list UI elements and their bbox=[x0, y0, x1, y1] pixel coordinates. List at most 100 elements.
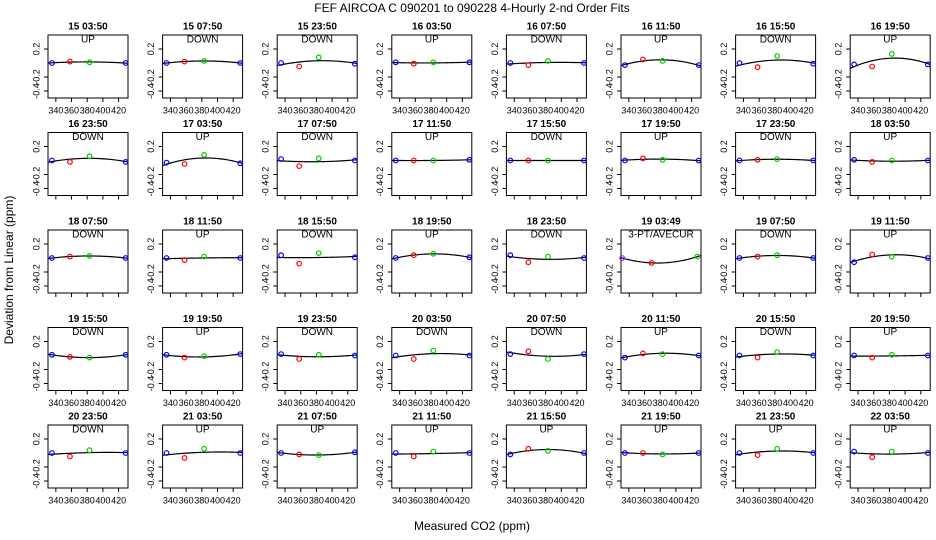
data-point bbox=[525, 259, 532, 266]
data-point bbox=[466, 254, 473, 261]
x-tick-label: 400 bbox=[95, 495, 110, 505]
x-tick-label: 420 bbox=[226, 105, 241, 115]
plot-frame bbox=[735, 424, 817, 489]
y-tick-label: -0.4 bbox=[375, 278, 385, 294]
data-point bbox=[545, 157, 551, 164]
data-point bbox=[640, 350, 646, 357]
y-tick-label: -0.4 bbox=[834, 473, 844, 489]
data-point bbox=[545, 448, 551, 454]
data-point bbox=[86, 252, 93, 259]
panel-label: DOWN bbox=[760, 230, 792, 241]
panel-label: UP bbox=[425, 425, 439, 436]
x-tick-label: 400 bbox=[783, 495, 798, 505]
panel: 17 19:50 UP -0.4-0.2 0.2 bbox=[604, 119, 702, 200]
y-tick-label: -0.4 bbox=[490, 83, 500, 99]
x-tick-label: 380 bbox=[653, 398, 668, 408]
data-point bbox=[49, 351, 55, 358]
panel: 16 07:50 DOWN 340 360 380 400 420 -0.4-0.2 0.2 bbox=[490, 22, 587, 115]
x-tick-label: 380 bbox=[424, 105, 439, 115]
panel-label: DOWN bbox=[416, 327, 448, 338]
panel-title: 16 07:50 bbox=[527, 22, 567, 33]
x-tick-label: 340 bbox=[507, 105, 522, 115]
x-tick-label: 340 bbox=[736, 495, 751, 505]
panel-title: 16 19:50 bbox=[870, 22, 910, 33]
x-tick-label: 360 bbox=[179, 495, 194, 505]
plot-frame bbox=[47, 34, 129, 99]
data-point bbox=[201, 353, 208, 360]
panel-label: UP bbox=[883, 230, 897, 241]
fit-curve bbox=[506, 255, 587, 260]
y-tick-label: -0.2 bbox=[719, 69, 729, 85]
data-point bbox=[67, 158, 73, 165]
data-point bbox=[507, 351, 514, 358]
x-tick-label: 420 bbox=[340, 105, 355, 115]
x-tick-label: 400 bbox=[95, 105, 110, 115]
data-point bbox=[851, 156, 858, 163]
fit-curve bbox=[47, 255, 129, 260]
x-tick-label: 340 bbox=[392, 105, 407, 115]
data-point bbox=[278, 60, 285, 66]
fit-curve bbox=[277, 451, 358, 456]
y-tick-label: -0.2 bbox=[146, 264, 156, 280]
panel: 20 11:50 UP 340 360 380 400 420 -0.4-0.2 0.2 bbox=[604, 314, 702, 408]
x-tick-label: 340 bbox=[163, 105, 178, 115]
plot-frame bbox=[505, 327, 587, 391]
panel-label: UP bbox=[196, 230, 210, 241]
x-tick-label: 340 bbox=[621, 105, 636, 115]
panel-title: 21 19:50 bbox=[641, 412, 681, 423]
data-point bbox=[622, 157, 628, 164]
data-point bbox=[315, 155, 322, 162]
y-tick-label: -0.4 bbox=[261, 83, 271, 99]
panel: 19 03:49 3-PT/AVECUR -0.4-0.2 0.2 bbox=[604, 217, 702, 297]
panel-title: 18 03:50 bbox=[870, 119, 910, 130]
y-tick-label: 0.2 bbox=[490, 335, 500, 348]
data-point bbox=[49, 255, 55, 261]
panel: 21 03:50 UP 340 360 380 400 420 -0.4-0.2 0.2 bbox=[146, 412, 244, 505]
x-tick-label: 400 bbox=[554, 105, 569, 115]
y-tick-label: 0.2 bbox=[261, 140, 271, 153]
panel-label: DOWN bbox=[531, 230, 563, 241]
x-tick-label: 420 bbox=[111, 105, 126, 115]
plot-frame bbox=[47, 327, 129, 391]
data-point bbox=[122, 351, 129, 358]
x-tick-label: 360 bbox=[64, 398, 79, 408]
y-tick-label: -0.2 bbox=[719, 459, 729, 475]
data-point bbox=[466, 352, 473, 359]
y-tick-label: 0.2 bbox=[604, 433, 614, 446]
x-tick-label: 420 bbox=[226, 495, 241, 505]
panel-title: 20 11:50 bbox=[642, 314, 681, 325]
y-tick-label: 0.2 bbox=[490, 238, 500, 251]
data-point bbox=[392, 255, 399, 261]
data-point bbox=[545, 253, 551, 260]
y-tick-label: -0.2 bbox=[261, 362, 271, 378]
y-tick-label: -0.2 bbox=[31, 264, 41, 280]
panel-title: 17 11:50 bbox=[412, 119, 451, 130]
y-tick-label: -0.4 bbox=[719, 83, 729, 99]
data-point bbox=[619, 255, 626, 261]
x-tick-label: 420 bbox=[684, 398, 699, 408]
data-point bbox=[163, 60, 170, 66]
y-tick-label: -0.2 bbox=[604, 264, 614, 280]
data-point bbox=[622, 62, 628, 68]
y-tick-label: -0.2 bbox=[719, 167, 729, 183]
x-tick-label: 360 bbox=[408, 398, 423, 408]
data-point bbox=[640, 450, 646, 456]
y-tick-label: 0.2 bbox=[31, 238, 41, 251]
x-tick-label: 340 bbox=[736, 398, 751, 408]
x-tick-label: 380 bbox=[882, 495, 897, 505]
data-point bbox=[754, 354, 761, 361]
y-tick-label: -0.4 bbox=[31, 181, 41, 197]
y-tick-label: -0.4 bbox=[261, 278, 271, 294]
x-tick-label: 380 bbox=[767, 105, 782, 115]
data-point bbox=[410, 157, 417, 164]
x-tick-label: 340 bbox=[278, 105, 293, 115]
data-point bbox=[315, 452, 322, 459]
x-tick-label: 360 bbox=[866, 398, 881, 408]
panel-label: DOWN bbox=[531, 327, 563, 338]
x-tick-label: 420 bbox=[684, 495, 699, 505]
panel-title: 18 11:50 bbox=[183, 217, 222, 228]
data-point bbox=[86, 447, 93, 454]
panel-label: UP bbox=[425, 230, 439, 241]
data-point bbox=[851, 352, 858, 359]
data-point bbox=[695, 450, 702, 456]
